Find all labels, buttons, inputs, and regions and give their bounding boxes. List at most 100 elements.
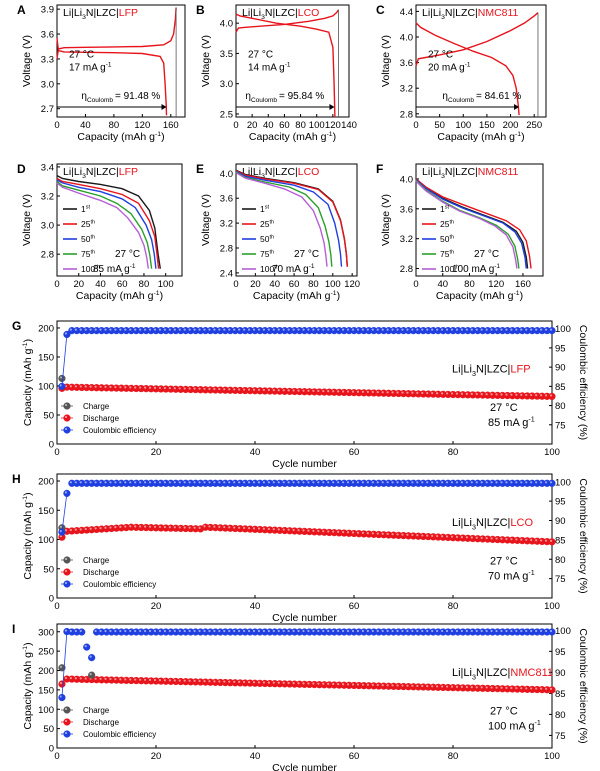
y-tick-label: 0 — [49, 744, 54, 755]
coulombic-efficiency-point-highlight — [495, 328, 498, 331]
coulombic-efficiency-point-highlight — [129, 481, 132, 484]
discharge-point-highlight — [535, 539, 538, 542]
y2-tick-label: 90 — [555, 668, 566, 679]
discharge-point-highlight — [213, 525, 216, 528]
coulombic-efficiency-point-highlight — [277, 629, 280, 633]
y-tick-label: 3.9 — [41, 5, 54, 16]
discharge-point-highlight — [84, 527, 87, 531]
y-tick-label: 50 — [43, 564, 54, 575]
coulombic-efficiency-point-highlight — [158, 629, 162, 633]
discharge-point-highlight — [480, 686, 483, 689]
discharge-point-highlight — [470, 536, 473, 539]
discharge-point-highlight — [188, 679, 191, 682]
legend-charge-marker — [63, 706, 71, 714]
coulombic-efficiency-point-highlight — [139, 481, 142, 484]
discharge-point-highlight — [173, 526, 176, 529]
y2-tick-label: 95 — [555, 497, 566, 508]
discharge-point-highlight — [99, 526, 102, 530]
y-tick-label: 3.2 — [41, 192, 54, 203]
discharge-point-highlight — [208, 387, 211, 390]
discharge-point-highlight — [84, 385, 87, 388]
y-tick-label: 50 — [43, 724, 54, 735]
coulombic-efficiency-point-highlight — [252, 481, 256, 484]
discharge-point-highlight — [332, 390, 335, 393]
x-axis-label: Capacity (mAh g-1) — [253, 290, 340, 302]
y2-tick-label: 85 — [555, 689, 566, 700]
coulombic-efficiency-point-highlight — [163, 328, 166, 331]
coulomb-symbol: ηCoulomb — [442, 91, 474, 104]
discharge-point-highlight — [134, 678, 137, 681]
discharge-point-highlight — [74, 677, 77, 680]
charge-point-highlight — [59, 376, 63, 379]
x-tick-label: 140 — [341, 120, 357, 131]
discharge-point-highlight — [247, 527, 251, 530]
x-tick-label: 0 — [54, 751, 59, 762]
coulombic-efficiency-point-highlight — [515, 481, 518, 484]
coulombic-efficiency-point-highlight — [391, 328, 394, 331]
series-line-discharge — [56, 38, 168, 116]
coulombic-efficiency-point-highlight — [510, 629, 513, 633]
coulombic-efficiency-point-highlight — [74, 481, 77, 484]
current-rate-label: 14 mA g-1 — [248, 62, 291, 74]
coulombic-efficiency-point-highlight — [282, 328, 285, 331]
discharge-point-highlight — [366, 683, 369, 686]
discharge-point-highlight — [144, 386, 147, 389]
coulombic-efficiency-point-highlight — [510, 481, 513, 484]
coulombic-efficiency-point-highlight — [475, 629, 478, 633]
x-tick-label: 80 — [109, 120, 120, 131]
coulombic-efficiency-point-highlight — [525, 481, 528, 484]
discharge-point-highlight — [376, 391, 379, 394]
coulombic-efficiency-value: = 84.61 % — [476, 91, 521, 102]
discharge-point-highlight — [69, 528, 72, 532]
coulombic-efficiency-point-highlight — [267, 481, 270, 484]
coulombic-efficiency-point-highlight — [460, 328, 463, 331]
coulombic-efficiency-point-highlight — [426, 629, 429, 633]
temperature-label: 27 °C — [474, 249, 499, 260]
y2-tick-label: 75 — [555, 574, 566, 585]
legend-label: 25th — [260, 219, 274, 229]
discharge-point-highlight — [198, 387, 201, 390]
coulombic-efficiency-point-highlight — [173, 629, 176, 633]
discharge-point-highlight — [342, 683, 345, 686]
coulombic-efficiency-point-highlight — [247, 629, 251, 633]
discharge-point-highlight — [401, 684, 404, 687]
panel-d: 0 20 40 60 80 100 2.8 3.0 3.2 3.4 Capacity (mAh g-… — [17, 162, 183, 302]
discharge-point-highlight — [386, 391, 389, 394]
coulombic-efficiency-point-highlight — [455, 481, 459, 484]
y-tick-label: 3.5 — [220, 49, 233, 60]
panel-letter: B — [196, 3, 205, 17]
y2-tick-label: 90 — [555, 363, 566, 374]
legend-label: 25th — [440, 219, 454, 229]
x-tick-label: 100 — [544, 601, 560, 612]
x-tick-label: 0 — [54, 447, 59, 458]
coulombic-efficiency-point-highlight — [292, 629, 295, 633]
coulombic-efficiency-point-highlight — [337, 481, 340, 484]
discharge-point-highlight — [436, 685, 439, 688]
x-tick-label: 80 — [295, 120, 306, 131]
discharge-point-highlight — [436, 534, 439, 538]
coulombic-efficiency-point-highlight — [332, 629, 335, 633]
coulombic-efficiency-point-highlight — [386, 481, 389, 484]
discharge-point-highlight — [277, 528, 280, 531]
cell-configuration-label: Li|Li3N|LZC|LCO — [242, 7, 319, 21]
x-tick-label: 20 — [73, 279, 84, 290]
discharge-point-highlight — [198, 526, 201, 529]
coulombic-efficiency-point-highlight — [247, 481, 251, 484]
coulombic-efficiency-point-highlight — [396, 629, 399, 633]
discharge-point-highlight — [465, 685, 468, 689]
coulombic-efficiency-point-highlight — [351, 328, 355, 331]
discharge-point-highlight — [346, 683, 350, 686]
coulombic-efficiency-point-highlight — [441, 629, 444, 633]
discharge-point-highlight — [114, 678, 117, 681]
discharge-point-highlight — [203, 525, 206, 528]
coulombic-efficiency-point-highlight — [342, 629, 345, 633]
discharge-point — [548, 686, 556, 694]
coulombic-efficiency-point — [78, 628, 86, 636]
x-tick-label: 160 — [163, 120, 179, 131]
y2-axis-label: Coulombic efficiency (%) — [577, 325, 589, 440]
coulombic-efficiency-point-highlight — [173, 481, 176, 484]
discharge-point-highlight — [233, 388, 236, 391]
discharge-point-highlight — [153, 386, 157, 389]
coulombic-efficiency-point-highlight — [109, 629, 112, 633]
discharge-point-highlight — [153, 678, 157, 682]
